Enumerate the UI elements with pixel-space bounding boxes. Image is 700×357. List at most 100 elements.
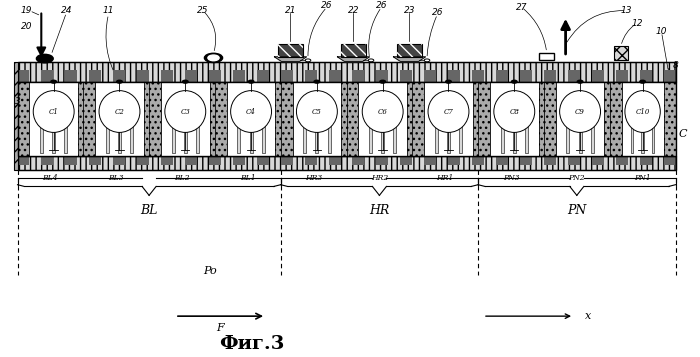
Bar — [316, 111, 318, 152]
Bar — [652, 111, 654, 152]
Text: 22: 22 — [348, 6, 359, 15]
Text: PN2: PN2 — [568, 174, 585, 182]
Bar — [631, 111, 634, 152]
Text: C3: C3 — [181, 107, 190, 116]
Bar — [233, 156, 245, 165]
Bar — [149, 82, 161, 156]
Text: C9: C9 — [575, 107, 585, 116]
Bar — [196, 111, 199, 152]
Text: 12: 12 — [631, 19, 643, 27]
Bar — [614, 46, 628, 60]
Ellipse shape — [362, 91, 403, 132]
Bar — [478, 82, 490, 156]
Bar — [544, 82, 556, 156]
Bar — [257, 70, 269, 82]
Text: 25: 25 — [197, 6, 209, 15]
Bar — [538, 82, 544, 156]
Bar — [641, 111, 644, 152]
Bar — [40, 111, 43, 152]
Text: 24: 24 — [61, 6, 72, 15]
Bar — [275, 82, 281, 156]
Text: 13: 13 — [621, 6, 632, 15]
Bar — [18, 82, 676, 156]
Text: C6: C6 — [378, 107, 388, 116]
Bar — [424, 156, 436, 165]
Bar — [106, 111, 108, 152]
Text: HR3: HR3 — [305, 174, 322, 182]
Bar — [592, 156, 603, 165]
Circle shape — [51, 80, 57, 83]
Text: 21: 21 — [285, 6, 296, 15]
Bar — [18, 82, 29, 156]
Ellipse shape — [494, 91, 535, 132]
Bar — [520, 70, 532, 82]
Bar — [95, 82, 144, 156]
Text: C4: C4 — [246, 107, 256, 116]
Text: BL: BL — [141, 204, 158, 217]
Text: C1: C1 — [49, 107, 59, 116]
Bar — [281, 82, 293, 156]
Text: 3: 3 — [15, 97, 20, 106]
Text: C7: C7 — [444, 107, 454, 116]
Bar — [144, 82, 149, 156]
Bar — [472, 156, 484, 165]
Bar — [172, 111, 174, 152]
Text: C2: C2 — [115, 107, 125, 116]
Text: BL3: BL3 — [108, 174, 124, 182]
Ellipse shape — [296, 91, 337, 132]
Bar — [118, 111, 121, 152]
Bar — [664, 82, 676, 156]
Bar — [215, 82, 227, 156]
Bar — [113, 70, 125, 82]
Bar — [18, 82, 676, 156]
Bar — [412, 82, 424, 156]
Bar — [568, 70, 580, 82]
Bar — [424, 82, 472, 156]
Bar — [353, 156, 365, 165]
Bar — [90, 156, 102, 165]
Bar — [616, 156, 628, 165]
Circle shape — [248, 80, 254, 83]
Bar — [346, 82, 358, 156]
Text: 26: 26 — [321, 1, 332, 10]
Bar — [369, 111, 372, 152]
Circle shape — [208, 55, 219, 61]
Bar — [83, 82, 95, 156]
Bar — [397, 44, 422, 57]
Bar — [278, 44, 303, 57]
Bar — [18, 156, 676, 171]
Bar — [490, 82, 538, 156]
Text: F: F — [216, 322, 225, 332]
Bar — [237, 111, 240, 152]
Bar — [65, 70, 77, 82]
Bar — [137, 156, 149, 165]
Bar — [610, 82, 622, 156]
Bar — [281, 156, 293, 165]
Bar — [18, 62, 676, 82]
Bar — [328, 70, 340, 82]
Bar — [83, 82, 95, 156]
Bar — [149, 82, 161, 156]
Text: 8: 8 — [673, 61, 678, 70]
Bar — [664, 156, 676, 165]
Text: 26: 26 — [432, 8, 443, 17]
Text: 27: 27 — [516, 2, 527, 11]
Bar — [303, 111, 306, 152]
Text: BL4: BL4 — [43, 174, 58, 182]
Bar — [664, 82, 676, 156]
Text: C8: C8 — [510, 107, 519, 116]
Bar — [328, 156, 340, 165]
Bar — [161, 70, 173, 82]
Bar — [233, 70, 245, 82]
Bar — [18, 62, 676, 82]
Bar — [144, 82, 149, 156]
Bar — [604, 82, 610, 156]
Bar — [18, 156, 676, 171]
Bar — [328, 111, 330, 152]
Polygon shape — [274, 57, 307, 61]
Bar — [544, 156, 556, 165]
Text: BL2: BL2 — [174, 174, 190, 182]
Bar — [544, 82, 556, 156]
Bar — [556, 82, 604, 156]
Circle shape — [640, 80, 645, 83]
